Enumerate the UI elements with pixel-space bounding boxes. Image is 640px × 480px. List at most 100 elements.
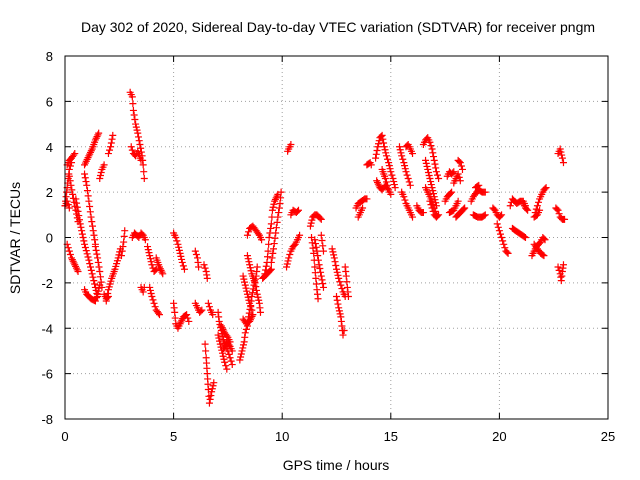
data-point xyxy=(133,126,141,134)
data-points xyxy=(61,88,569,407)
data-point xyxy=(433,212,441,220)
data-point xyxy=(426,138,434,146)
data-point xyxy=(334,300,342,308)
data-point xyxy=(334,271,342,279)
data-point xyxy=(145,249,153,257)
data-point xyxy=(429,207,437,215)
data-point xyxy=(308,216,316,224)
data-point xyxy=(430,190,438,198)
data-point xyxy=(144,243,152,251)
x-tick-label: 10 xyxy=(275,429,289,444)
data-point xyxy=(316,214,324,222)
data-point xyxy=(192,251,200,259)
data-point xyxy=(81,170,89,178)
data-point xyxy=(180,265,188,273)
data-point xyxy=(246,316,254,324)
data-point xyxy=(198,306,206,314)
data-point xyxy=(449,169,457,177)
data-point xyxy=(404,175,412,183)
data-point xyxy=(493,220,501,228)
data-point xyxy=(80,237,88,245)
data-point xyxy=(398,152,406,160)
data-point xyxy=(215,334,223,342)
data-point xyxy=(335,307,343,315)
data-point xyxy=(68,254,76,262)
data-point xyxy=(240,275,248,283)
data-point xyxy=(94,131,102,139)
data-point xyxy=(328,245,336,253)
data-point xyxy=(271,197,279,205)
data-point xyxy=(423,162,431,170)
data-point xyxy=(73,266,81,274)
data-point xyxy=(107,139,115,147)
data-point xyxy=(319,280,327,288)
data-point xyxy=(83,250,91,258)
data-point xyxy=(401,196,409,204)
data-point xyxy=(251,279,259,287)
data-point xyxy=(268,254,276,262)
data-point xyxy=(200,261,208,269)
data-point xyxy=(66,251,74,259)
data-point xyxy=(273,218,281,226)
data-point xyxy=(409,213,417,221)
data-point xyxy=(269,249,277,257)
data-point xyxy=(428,204,436,212)
data-point xyxy=(315,261,323,269)
data-point xyxy=(98,283,106,291)
data-point xyxy=(209,382,217,390)
data-point xyxy=(243,252,251,260)
data-point xyxy=(254,230,262,238)
data-point xyxy=(239,341,247,349)
data-point xyxy=(454,197,462,205)
data-point xyxy=(104,292,112,300)
data-point xyxy=(372,150,380,158)
data-point xyxy=(206,395,214,403)
data-point xyxy=(253,290,261,298)
data-point xyxy=(401,165,409,173)
data-point xyxy=(208,388,216,396)
data-point xyxy=(406,181,414,189)
data-point xyxy=(244,293,252,301)
data-point xyxy=(88,270,96,278)
data-point xyxy=(458,165,466,173)
data-point xyxy=(385,162,393,170)
data-point xyxy=(461,204,469,212)
data-point xyxy=(400,193,408,201)
data-point xyxy=(429,149,437,157)
data-point xyxy=(496,230,504,238)
data-point xyxy=(336,310,344,318)
data-point xyxy=(89,227,97,235)
data-point xyxy=(457,162,465,170)
x-tick-label: 25 xyxy=(601,429,615,444)
data-point xyxy=(81,243,89,251)
data-point xyxy=(373,147,381,155)
data-point xyxy=(135,137,143,145)
data-point xyxy=(146,283,154,291)
data-point xyxy=(500,240,508,248)
data-point xyxy=(268,206,276,214)
data-point xyxy=(262,262,270,270)
data-point xyxy=(220,345,228,353)
y-tick-label: 2 xyxy=(46,185,53,200)
data-point xyxy=(85,256,93,264)
data-point xyxy=(92,294,100,302)
data-point xyxy=(432,164,440,172)
data-point xyxy=(337,281,345,289)
data-point xyxy=(96,268,104,276)
data-point xyxy=(243,287,251,295)
data-point xyxy=(254,293,262,301)
data-point xyxy=(555,266,563,274)
data-point xyxy=(425,171,433,179)
data-point xyxy=(79,234,87,241)
data-point xyxy=(447,189,455,197)
data-point xyxy=(174,240,182,248)
data-point xyxy=(554,206,562,214)
data-point xyxy=(245,296,253,304)
data-point xyxy=(183,311,191,319)
data-point xyxy=(245,228,253,236)
data-point xyxy=(68,186,76,194)
data-point xyxy=(177,318,185,326)
data-point xyxy=(318,276,326,284)
data-point xyxy=(435,175,443,183)
data-point xyxy=(87,213,95,221)
